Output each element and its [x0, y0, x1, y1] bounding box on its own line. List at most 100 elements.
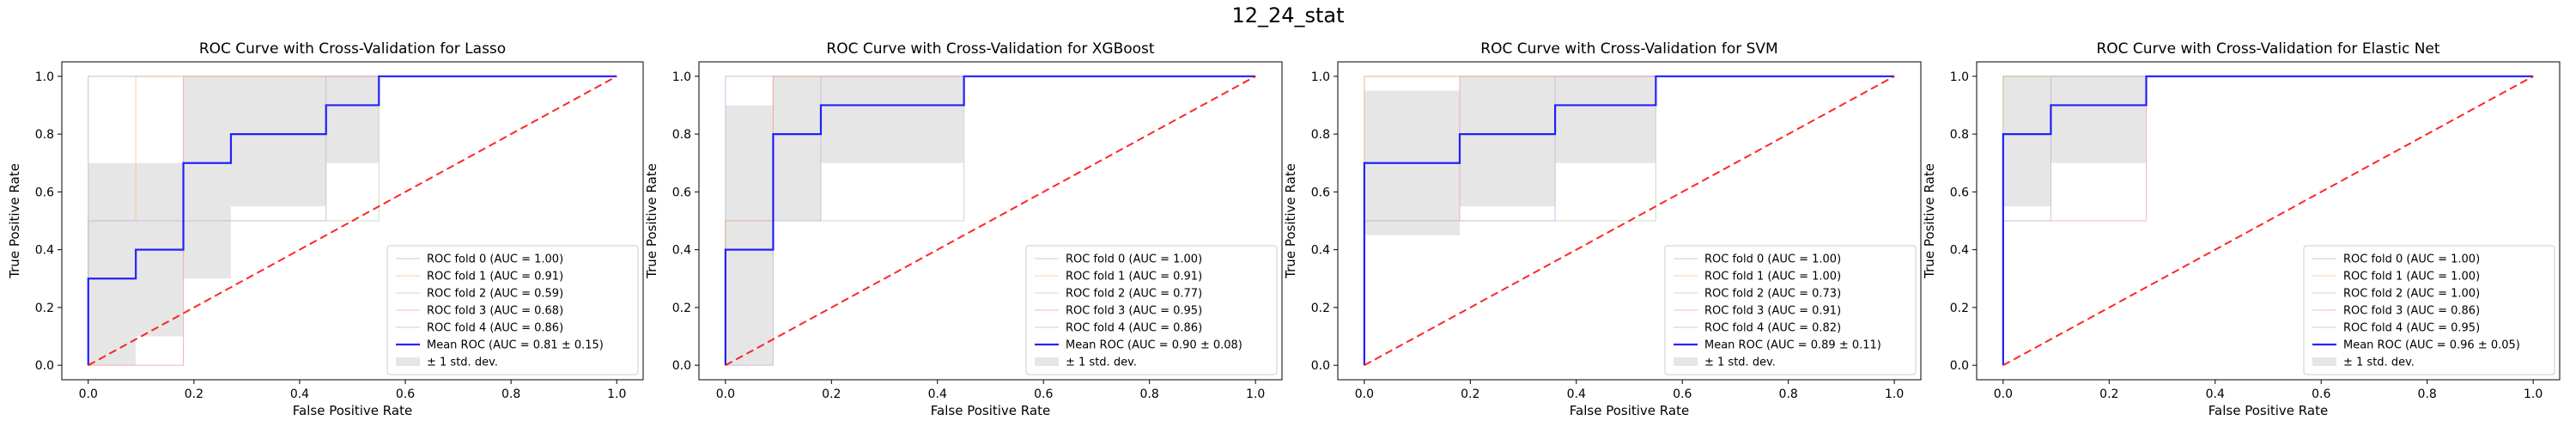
x-tick-label: 0.4 [2206, 387, 2225, 401]
chart-title: ROC Curve with Cross-Validation for Lass… [199, 40, 506, 58]
chart-panel-2: ROC Curve with Cross-Validation for SVM 0… [1283, 40, 1922, 418]
legend-band-swatch [1674, 357, 1698, 366]
std-dev-band [725, 76, 1256, 366]
x-tick-label: 0.2 [2099, 387, 2118, 401]
chart-panel-0: ROC Curve with Cross-Validation for Lass… [7, 40, 644, 418]
legend-band-swatch [2312, 357, 2336, 366]
y-axis-label: True Positive Rate [644, 163, 659, 279]
y-tick-label: 0.2 [672, 302, 691, 315]
legend-label: ROC fold 1 (AUC = 1.00) [1704, 271, 1841, 284]
std-dev-band [88, 76, 617, 366]
y-tick-label: 0.4 [1311, 244, 1330, 258]
x-tick-label: 0.0 [1355, 387, 1374, 401]
y-tick-label: 0.8 [35, 128, 54, 142]
x-tick-label: 0.4 [928, 387, 947, 401]
legend-box [1025, 245, 1278, 375]
chance-line [88, 75, 617, 367]
y-axis-label: True Positive Rate [7, 163, 22, 279]
x-tick-label: 0.6 [396, 387, 415, 401]
y-tick-label: 1.0 [672, 70, 691, 84]
legend-label: ROC fold 4 (AUC = 0.86) [1066, 322, 1202, 335]
x-tick-label: 1.0 [607, 387, 626, 401]
x-tick-label: 0.0 [716, 387, 735, 401]
legend-label: ROC fold 1 (AUC = 0.91) [1066, 271, 1202, 284]
chart-title: ROC Curve with Cross-Validation for Elas… [2096, 40, 2439, 58]
legend-label: ROC fold 0 (AUC = 1.00) [2343, 253, 2480, 266]
legend-label: ± 1 std. dev. [427, 357, 498, 369]
mean-roc-line [724, 75, 1256, 366]
y-tick-label: 0.4 [1950, 244, 1969, 258]
legend-label: ROC fold 2 (AUC = 1.00) [2343, 288, 2480, 301]
x-tick-label: 0.2 [822, 387, 841, 401]
legend-label: Mean ROC (AUC = 0.90 ± 0.08) [1066, 339, 1242, 352]
figure-title: 12_24_stat [1231, 3, 1345, 27]
legend: ROC fold 0 (AUC = 1.00) ROC fold 1 (AUC =… [386, 245, 639, 375]
x-axis-label: False Positive Rate [1570, 403, 1689, 418]
y-tick-label: 0.8 [1950, 128, 1969, 142]
y-tick-label: 0.6 [35, 186, 54, 199]
legend-box [2303, 245, 2555, 375]
legend-label: ROC fold 4 (AUC = 0.86) [427, 322, 563, 335]
legend-label: ROC fold 3 (AUC = 0.86) [2343, 305, 2480, 318]
y-tick-label: 0.6 [1950, 186, 1969, 199]
chart-panel-1: ROC Curve with Cross-Validation for XGBo… [644, 40, 1283, 418]
legend: ROC fold 0 (AUC = 1.00) ROC fold 1 (AUC =… [2303, 245, 2555, 375]
chance-line [2002, 75, 2534, 367]
y-tick-label: 1.0 [1950, 70, 1969, 84]
y-tick-label: 0.4 [35, 244, 54, 258]
y-tick-label: 1.0 [35, 70, 54, 84]
mean-roc-line [2002, 75, 2534, 366]
legend-label: ROC fold 0 (AUC = 1.00) [427, 253, 563, 266]
x-tick-label: 1.0 [2524, 387, 2543, 401]
x-tick-label: 0.4 [290, 387, 309, 401]
chart-title: ROC Curve with Cross-Validation for XGBo… [826, 40, 1155, 58]
roc-fold-line-4 [88, 76, 617, 366]
x-tick-label: 0.6 [1673, 387, 1692, 401]
x-tick-label: 1.0 [1885, 387, 1904, 401]
legend-label: ROC fold 2 (AUC = 0.73) [1704, 288, 1841, 301]
axes-frame [1337, 61, 1922, 381]
x-axis-label: False Positive Rate [293, 403, 412, 418]
legend-label: ROC fold 3 (AUC = 0.95) [1066, 305, 1202, 318]
x-tick-label: 0.0 [1994, 387, 2013, 401]
x-tick-label: 0.6 [2312, 387, 2330, 401]
legend: ROC fold 0 (AUC = 1.00) ROC fold 1 (AUC =… [1664, 245, 1917, 375]
mean-roc-line [1363, 75, 1895, 366]
chance-line [1364, 75, 1895, 367]
x-tick-label: 0.8 [1140, 387, 1159, 401]
x-tick-label: 0.0 [79, 387, 98, 401]
std-dev-band [1364, 76, 1895, 235]
legend-label: ROC fold 0 (AUC = 1.00) [1066, 253, 1202, 266]
y-tick-label: 1.0 [1311, 70, 1330, 84]
y-tick-label: 0.2 [1311, 302, 1330, 315]
legend-label: ± 1 std. dev. [1704, 357, 1776, 369]
legend-label: Mean ROC (AUC = 0.89 ± 0.11) [1704, 339, 1881, 352]
legend-band-swatch [396, 357, 420, 366]
chance-line [725, 75, 1256, 367]
legend-label: ± 1 std. dev. [2343, 357, 2415, 369]
y-axis-label: True Positive Rate [1283, 163, 1298, 279]
legend-label: ROC fold 2 (AUC = 0.59) [427, 288, 563, 301]
legend-label: ROC fold 1 (AUC = 1.00) [2343, 271, 2480, 284]
y-tick-label: 0.6 [672, 186, 691, 199]
x-axis-label: False Positive Rate [2208, 403, 2328, 418]
legend: ROC fold 0 (AUC = 1.00) ROC fold 1 (AUC =… [1025, 245, 1278, 375]
x-tick-label: 0.8 [1779, 387, 1798, 401]
legend-label: ROC fold 2 (AUC = 0.77) [1066, 288, 1202, 301]
x-tick-label: 0.8 [2418, 387, 2437, 401]
legend-label: ROC fold 4 (AUC = 0.82) [1704, 322, 1841, 335]
x-tick-label: 0.4 [1567, 387, 1586, 401]
legend-label: ± 1 std. dev. [1066, 357, 1137, 369]
y-tick-label: 0.0 [1311, 359, 1330, 373]
legend-label: Mean ROC (AUC = 0.96 ± 0.05) [2343, 339, 2520, 352]
chart-title: ROC Curve with Cross-Validation for SVM [1480, 40, 1777, 58]
legend-label: ROC fold 1 (AUC = 0.91) [427, 271, 563, 284]
legend-band-swatch [1035, 357, 1059, 366]
legend-label: ROC fold 3 (AUC = 0.91) [1704, 305, 1841, 318]
std-dev-band [2002, 76, 2534, 207]
x-tick-label: 0.2 [1461, 387, 1479, 401]
y-tick-label: 0.2 [35, 302, 54, 315]
axes-frame [1976, 61, 2561, 381]
y-axis-label: True Positive Rate [1922, 163, 1937, 279]
